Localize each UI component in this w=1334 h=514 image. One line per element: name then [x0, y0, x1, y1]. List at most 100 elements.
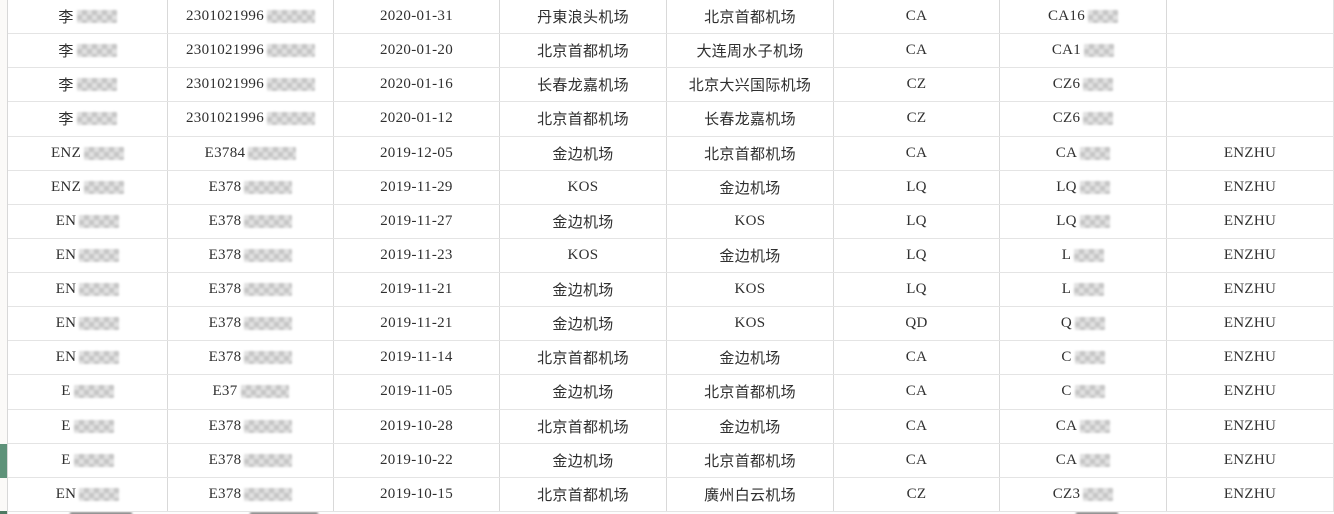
- cell-flight-number[interactable]: CA16: [1000, 0, 1167, 34]
- cell-date[interactable]: 2020-01-12: [334, 102, 500, 136]
- cell-date[interactable]: 2020-01-20: [334, 34, 500, 68]
- cell-date[interactable]: 2019-11-27: [334, 204, 500, 238]
- cell-name[interactable]: EN: [8, 477, 168, 511]
- cell-airline-code[interactable]: CA: [834, 34, 1000, 68]
- cell-passenger-name[interactable]: ENZHU: [1167, 443, 1334, 477]
- cell-date[interactable]: 2020-01-16: [334, 68, 500, 102]
- cell-flight-number[interactable]: LQ: [1000, 204, 1167, 238]
- cell-date[interactable]: 2019-10-15: [334, 477, 500, 511]
- cell-flight-number[interactable]: CA: [1000, 409, 1167, 443]
- cell-airline-code[interactable]: LQ: [834, 273, 1000, 307]
- cell-date[interactable]: 2019-10-28: [334, 409, 500, 443]
- cell-departure-airport[interactable]: 北京首都机场: [500, 34, 667, 68]
- cell-passenger-name[interactable]: ENZHU: [1167, 341, 1334, 375]
- cell-id-number[interactable]: E378: [168, 204, 334, 238]
- cell-airline-code[interactable]: CZ: [834, 477, 1000, 511]
- cell-departure-airport[interactable]: 北京首都机场: [500, 102, 667, 136]
- cell-date[interactable]: 2019-11-21: [334, 307, 500, 341]
- cell-departure-airport[interactable]: 丹東浪头机场: [500, 0, 667, 34]
- cell-date[interactable]: 2019-11-21: [334, 273, 500, 307]
- cell-airline-code[interactable]: LQ: [834, 170, 1000, 204]
- cell-airline-code[interactable]: CA: [834, 375, 1000, 409]
- cell-passenger-name[interactable]: ENZHU: [1167, 204, 1334, 238]
- cell-departure-airport[interactable]: 金边机场: [500, 443, 667, 477]
- cell-id-number[interactable]: E378: [168, 409, 334, 443]
- cell-id-number[interactable]: 2301021996: [168, 102, 334, 136]
- cell-arrival-airport[interactable]: 廣州白云机场: [667, 477, 834, 511]
- cell-name[interactable]: 李: [8, 0, 168, 34]
- cell-id-number[interactable]: E378: [168, 477, 334, 511]
- cell-flight-number[interactable]: LQ: [1000, 170, 1167, 204]
- cell-date[interactable]: 2019-12-05: [334, 136, 500, 170]
- cell-airline-code[interactable]: CZ: [834, 102, 1000, 136]
- cell-passenger-name[interactable]: [1167, 102, 1334, 136]
- cell-arrival-airport[interactable]: 长春龙嘉机场: [667, 102, 834, 136]
- cell-passenger-name[interactable]: ENZHU: [1167, 273, 1334, 307]
- cell-flight-number[interactable]: Q: [1000, 307, 1167, 341]
- cell-flight-number[interactable]: CZ6: [1000, 68, 1167, 102]
- cell-passenger-name[interactable]: ENZHU: [1167, 477, 1334, 511]
- cell-arrival-airport[interactable]: 北京大兴国际机场: [667, 68, 834, 102]
- cell-passenger-name[interactable]: [1167, 0, 1334, 34]
- cell-airline-code[interactable]: QD: [834, 307, 1000, 341]
- cell-flight-number[interactable]: CZ6: [1000, 102, 1167, 136]
- cell-name[interactable]: EN: [8, 341, 168, 375]
- cell-passenger-name[interactable]: ENZHU: [1167, 375, 1334, 409]
- cell-date[interactable]: 2019-11-14: [334, 341, 500, 375]
- cell-arrival-airport[interactable]: 金边机场: [667, 409, 834, 443]
- cell-flight-number[interactable]: C: [1000, 341, 1167, 375]
- cell-id-number[interactable]: E378: [168, 273, 334, 307]
- cell-arrival-airport[interactable]: 金边机场: [667, 238, 834, 272]
- cell-id-number[interactable]: E378: [168, 238, 334, 272]
- cell-airline-code[interactable]: CA: [834, 0, 1000, 34]
- cell-date[interactable]: 2019-10-22: [334, 443, 500, 477]
- cell-name[interactable]: EN: [8, 273, 168, 307]
- cell-passenger-name[interactable]: ENZHU: [1167, 307, 1334, 341]
- cell-passenger-name[interactable]: [1167, 34, 1334, 68]
- cell-passenger-name[interactable]: [1167, 68, 1334, 102]
- cell-departure-airport[interactable]: 金边机场: [500, 307, 667, 341]
- cell-passenger-name[interactable]: ENZHU: [1167, 136, 1334, 170]
- cell-arrival-airport[interactable]: 金边机场: [667, 341, 834, 375]
- cell-id-number[interactable]: E37: [168, 375, 334, 409]
- cell-departure-airport[interactable]: 北京首都机场: [500, 341, 667, 375]
- cell-id-number[interactable]: 2301021996: [168, 0, 334, 34]
- cell-passenger-name[interactable]: ENZHU: [1167, 170, 1334, 204]
- cell-name[interactable]: ENZ: [8, 136, 168, 170]
- cell-date[interactable]: 2019-11-29: [334, 170, 500, 204]
- cell-arrival-airport[interactable]: 北京首都机场: [667, 0, 834, 34]
- cell-name[interactable]: 李: [8, 102, 168, 136]
- cell-arrival-airport[interactable]: 金边机场: [667, 170, 834, 204]
- cell-flight-number[interactable]: CA1: [1000, 34, 1167, 68]
- cell-airline-code[interactable]: CA: [834, 136, 1000, 170]
- cell-id-number[interactable]: 2301021996: [168, 34, 334, 68]
- cell-flight-number[interactable]: C: [1000, 375, 1167, 409]
- cell-arrival-airport[interactable]: KOS: [667, 204, 834, 238]
- cell-flight-number[interactable]: L: [1000, 273, 1167, 307]
- cell-id-number[interactable]: E378: [168, 443, 334, 477]
- cell-date[interactable]: 2019-11-05: [334, 375, 500, 409]
- cell-name[interactable]: E: [8, 375, 168, 409]
- cell-id-number[interactable]: E3784: [168, 136, 334, 170]
- cell-flight-number[interactable]: L: [1000, 238, 1167, 272]
- cell-arrival-airport[interactable]: 北京首都机场: [667, 136, 834, 170]
- cell-id-number[interactable]: 2301021996: [168, 68, 334, 102]
- cell-arrival-airport[interactable]: KOS: [667, 307, 834, 341]
- cell-flight-number[interactable]: CZ3: [1000, 477, 1167, 511]
- cell-passenger-name[interactable]: ENZHU: [1167, 238, 1334, 272]
- cell-departure-airport[interactable]: 金边机场: [500, 204, 667, 238]
- cell-departure-airport[interactable]: 金边机场: [500, 273, 667, 307]
- cell-departure-airport[interactable]: 金边机场: [500, 136, 667, 170]
- cell-flight-number[interactable]: CA: [1000, 136, 1167, 170]
- cell-arrival-airport[interactable]: 大连周水子机场: [667, 34, 834, 68]
- cell-name[interactable]: EN: [8, 204, 168, 238]
- cell-arrival-airport[interactable]: 北京首都机场: [667, 375, 834, 409]
- cell-airline-code[interactable]: CA: [834, 341, 1000, 375]
- cell-name[interactable]: E: [8, 443, 168, 477]
- cell-date[interactable]: 2019-11-23: [334, 238, 500, 272]
- cell-id-number[interactable]: E378: [168, 341, 334, 375]
- cell-name[interactable]: ENZ: [8, 170, 168, 204]
- cell-passenger-name[interactable]: ENZHU: [1167, 409, 1334, 443]
- cell-flight-number[interactable]: CA: [1000, 443, 1167, 477]
- cell-departure-airport[interactable]: 北京首都机场: [500, 409, 667, 443]
